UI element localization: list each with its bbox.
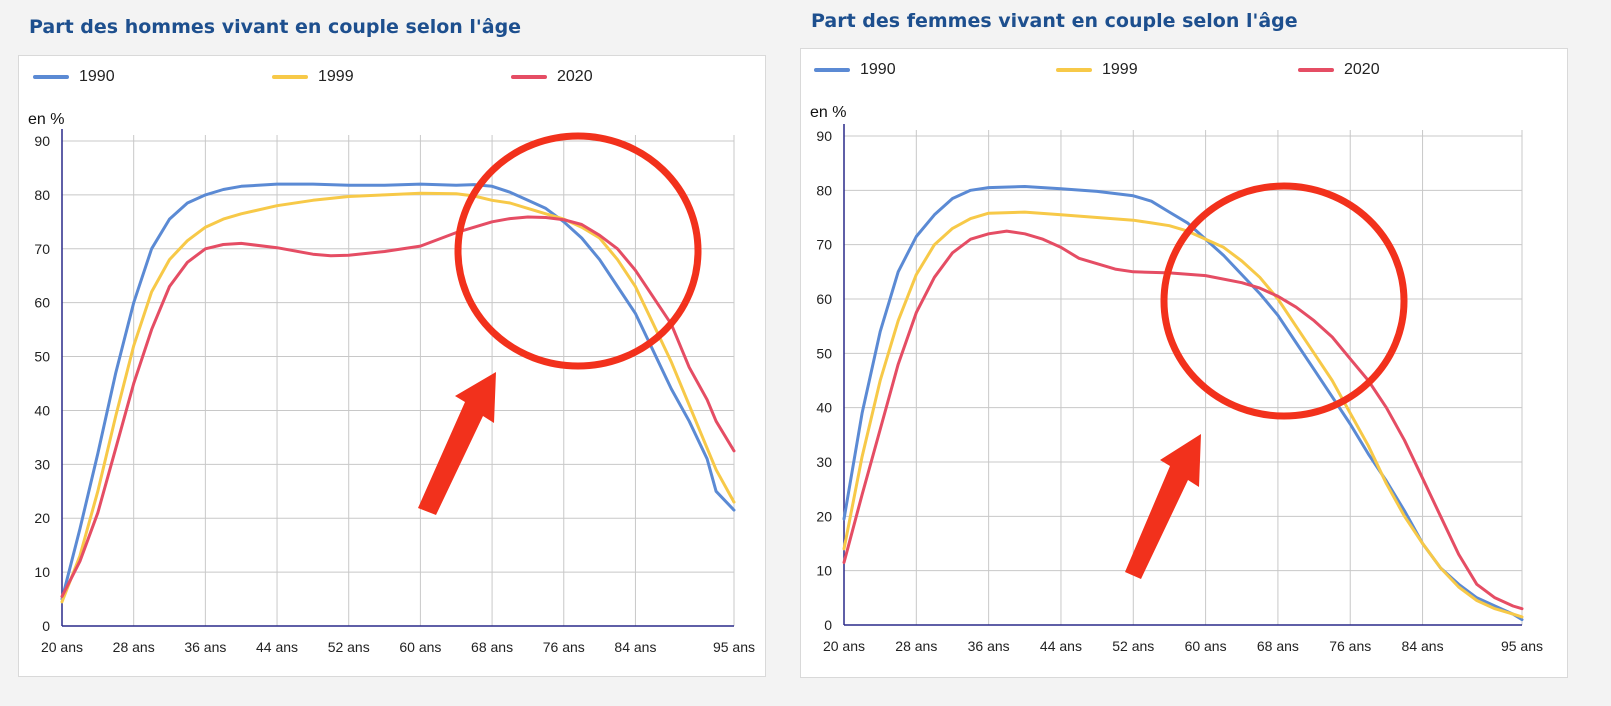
- y-tick-label: 0: [42, 618, 50, 634]
- series-line-2020: [842, 229, 1524, 611]
- x-tick-label: 44 ans: [1040, 638, 1082, 654]
- series-line-1990: [842, 185, 1524, 622]
- x-tick-label: 60 ans: [399, 639, 441, 655]
- x-tick-label: 76 ans: [1329, 638, 1371, 654]
- y-tick-label: 70: [816, 237, 832, 253]
- y-tick-label: 10: [816, 563, 832, 579]
- legend-swatch-2020: [1298, 68, 1334, 72]
- chart-title: Part des hommes vivant en couple selon l…: [29, 16, 522, 38]
- y-tick-label: 40: [34, 402, 50, 418]
- x-tick-label: 36 ans: [968, 638, 1010, 654]
- y-tick-label: 60: [816, 291, 832, 307]
- legend-item-1990: 1990: [33, 68, 115, 86]
- legend-swatch-1990: [33, 75, 69, 79]
- y-tick-label: 50: [34, 349, 50, 365]
- legend-swatch-1999: [272, 75, 308, 79]
- chart-legend: 1990 1999 2020: [801, 49, 1567, 89]
- y-tick-label: 10: [34, 564, 50, 580]
- x-tick-label: 95 ans: [1501, 638, 1543, 654]
- y-tick-label: 20: [816, 508, 832, 524]
- y-axis-label: en %: [28, 111, 65, 128]
- x-tick-label: 20 ans: [823, 638, 865, 654]
- x-tick-label: 44 ans: [256, 639, 298, 655]
- legend-label: 1999: [318, 68, 354, 85]
- legend-item-1999: 1999: [1056, 61, 1138, 79]
- legend-swatch-2020: [511, 75, 547, 79]
- x-tick-label: 76 ans: [543, 639, 585, 655]
- x-tick-label: 36 ans: [184, 639, 226, 655]
- x-tick-label: 84 ans: [614, 639, 656, 655]
- x-tick-label: 52 ans: [328, 639, 370, 655]
- x-tick-label: 20 ans: [41, 639, 83, 655]
- legend-label: 1999: [1102, 61, 1138, 78]
- x-tick-label: 28 ans: [895, 638, 937, 654]
- y-tick-label: 80: [34, 187, 50, 203]
- x-tick-label: 95 ans: [713, 639, 755, 655]
- y-tick-label: 50: [816, 345, 832, 361]
- x-tick-label: 28 ans: [113, 639, 155, 655]
- legend-label: 2020: [1344, 61, 1380, 78]
- y-tick-label: 70: [34, 241, 50, 257]
- x-tick-label: 68 ans: [1257, 638, 1299, 654]
- legend-swatch-1990: [814, 68, 850, 72]
- y-tick-label: 80: [816, 182, 832, 198]
- y-tick-label: 30: [34, 456, 50, 472]
- x-tick-label: 84 ans: [1402, 638, 1444, 654]
- y-tick-label: 40: [816, 400, 832, 416]
- legend-item-1999: 1999: [272, 68, 354, 86]
- legend-swatch-1999: [1056, 68, 1092, 72]
- y-tick-label: 20: [34, 510, 50, 526]
- legend-item-1990: 1990: [814, 61, 896, 79]
- legend-label: 1990: [860, 61, 896, 78]
- chart-legend: 1990 1999 2020: [19, 56, 765, 96]
- y-tick-label: 90: [816, 128, 832, 144]
- y-tick-label: 90: [34, 133, 50, 149]
- legend-label: 2020: [557, 68, 593, 85]
- legend-item-2020: 2020: [1298, 61, 1380, 79]
- x-tick-label: 60 ans: [1185, 638, 1227, 654]
- y-axis-label: en %: [810, 104, 847, 121]
- y-tick-label: 60: [34, 295, 50, 311]
- legend-item-2020: 2020: [511, 68, 593, 86]
- x-tick-label: 52 ans: [1112, 638, 1154, 654]
- legend-label: 1990: [79, 68, 115, 85]
- x-tick-label: 68 ans: [471, 639, 513, 655]
- y-tick-label: 0: [824, 617, 832, 633]
- chart-title: Part des femmes vivant en couple selon l…: [811, 10, 1298, 32]
- y-tick-label: 30: [816, 454, 832, 470]
